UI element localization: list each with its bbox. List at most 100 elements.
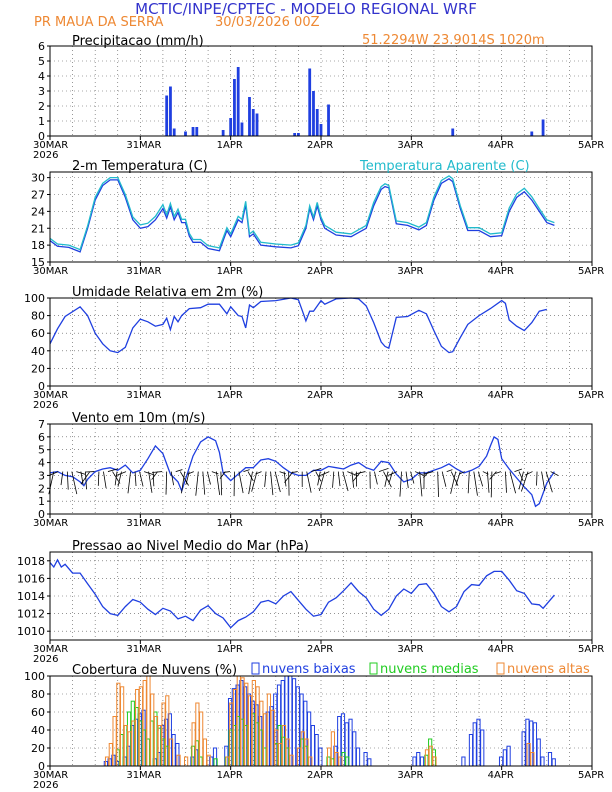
wind-arrow (388, 471, 393, 484)
wind-arrow (80, 471, 84, 485)
bar-precipitation (172, 128, 176, 136)
y-tick-label: 30 (31, 172, 45, 185)
bar-nuvens-baixas (416, 752, 421, 767)
y-tick-label: 80 (31, 688, 45, 701)
wind-arrow (311, 467, 322, 472)
x-tick-label: 5APR (578, 390, 604, 401)
wind-arrow (134, 471, 137, 487)
bar-nuvens-baixas (540, 756, 545, 767)
x-tick-label: 5APR (578, 770, 604, 781)
bar-precipitation (240, 122, 244, 136)
bar-precipitation (233, 79, 236, 136)
y-tick-label: 5 (38, 55, 45, 68)
wind-arrow (80, 471, 91, 485)
wind-arrow (319, 471, 330, 477)
x-tick-label: 31MAR (126, 390, 161, 401)
x-tick-label: 1APR (217, 518, 243, 529)
wind-arrow (545, 471, 553, 493)
bar-nuvens-baixas (476, 718, 481, 767)
y-tick-label: 6 (38, 40, 45, 53)
x-tick-label: 30MAR (33, 770, 68, 781)
x-tick-label: 3APR (397, 770, 423, 781)
y-tick-label: 1 (38, 495, 45, 508)
panel-title: 2-m Temperatura (C) (72, 159, 208, 174)
panel-title: Pressao ao Nivel Medio do Mar (hPa) (72, 539, 309, 554)
x-tick-label: 1APR (217, 770, 243, 781)
panel-temperature: 15 18 21 24 27 30 30MAR 31MAR 1APR 2APR 3APR 4APR 5A… (31, 159, 604, 277)
bar-nuvens-altas (146, 675, 151, 767)
wind-arrow (520, 471, 529, 492)
wind-arrow (441, 471, 447, 487)
y-tick-label: 2 (38, 100, 45, 113)
wind-arrow (175, 469, 183, 472)
bar-precipitation (312, 91, 315, 136)
page-title: MCTIC/INPE/CPTEC - MODELO REGIONAL WRF (135, 0, 477, 18)
series-line-2-m-temperatura (49, 178, 555, 253)
bar-nuvens-baixas (521, 731, 526, 767)
wind-arrow (202, 471, 206, 495)
series-line-umidade-relativa (49, 297, 547, 354)
wind-arrow (148, 471, 153, 493)
wind-arrow (384, 471, 389, 487)
wind-arrow (270, 471, 274, 496)
bar-nuvens-altas (206, 754, 211, 767)
legend-label-nuvens-medias: nuvens medias (380, 662, 479, 677)
y-tick-label: 80 (31, 310, 45, 323)
bar-precipitation (236, 67, 240, 136)
wind-arrow (536, 471, 538, 486)
y-tick-label: 18 (31, 239, 45, 252)
panel-humidity: 0 20 40 60 80 100 30MAR 31MAR 1APR 2APR 3APR 4APR 5A… (24, 285, 604, 411)
wind-arrow (473, 471, 478, 496)
wind-arrow (211, 471, 219, 475)
wind-arrow (405, 471, 409, 489)
wind-arrow (114, 471, 118, 486)
legend-swatch-nuvens-baixas (251, 662, 260, 675)
legend-label-nuvens-altas: nuvens altas (507, 662, 590, 677)
x-tick-label: 2APR (307, 140, 333, 151)
y-tick-label: 1018 (17, 555, 45, 568)
x-tick-label: 31MAR (126, 518, 161, 529)
wind-arrow (541, 471, 546, 491)
x-tick-label: 4APR (488, 140, 514, 151)
x-tick-label: 5APR (578, 644, 604, 655)
wind-arrow (279, 471, 287, 475)
x-tick-label: 31MAR (126, 644, 161, 655)
y-tick-label: 40 (31, 345, 45, 358)
wind-arrow (524, 471, 533, 476)
bar-nuvens-altas (432, 756, 437, 767)
y-tick-label: 100 (24, 292, 45, 305)
wind-arrow (351, 471, 355, 488)
bar-nuvens-baixas (314, 734, 319, 767)
bar-precipitation (165, 95, 169, 136)
bar-precipitation (541, 119, 545, 136)
y-tick-label: 4 (38, 457, 45, 470)
y-tick-label: 0 (38, 380, 45, 393)
wind-arrow (238, 471, 244, 494)
bar-nuvens-baixas (352, 731, 357, 767)
y-tick-label: 21 (31, 222, 45, 235)
y-tick-label: 60 (31, 706, 45, 719)
run-label: 30/03/2026 00Z (215, 15, 320, 30)
bar-nuvens-altas (199, 711, 204, 767)
wind-arrow (223, 471, 230, 473)
bar-nuvens-baixas (547, 752, 553, 767)
bar-nuvens-baixas (461, 756, 466, 767)
wind-arrow (115, 471, 127, 477)
x-year-label: 2026 (33, 654, 58, 665)
y-tick-label: 40 (31, 724, 45, 737)
bar-precipitation (251, 109, 255, 136)
bar-nuvens-baixas (419, 756, 425, 767)
wind-arrow (179, 471, 189, 486)
bar-nuvens-altas (120, 686, 125, 767)
y-tick-label: 60 (31, 327, 45, 340)
bar-nuvens-baixas (498, 756, 504, 767)
x-tick-label: 5APR (578, 140, 604, 151)
bar-nuvens-altas (184, 756, 189, 767)
wind-arrow (165, 471, 168, 495)
wind-arrow (410, 471, 415, 484)
wind-arrow (424, 471, 434, 475)
panel-pressure: 1010 1012 1014 1016 1018 30MAR 31MAR 1APR 2APR 3A… (17, 539, 604, 665)
x-tick-label: 4APR (488, 266, 514, 277)
wind-arrow (291, 471, 298, 474)
